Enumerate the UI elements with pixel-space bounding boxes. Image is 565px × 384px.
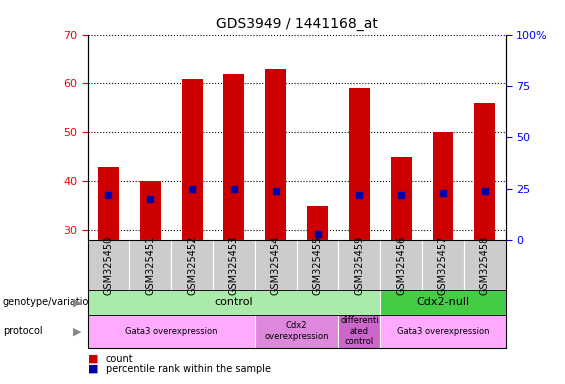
Text: GSM325457: GSM325457 [438, 235, 448, 295]
Text: protocol: protocol [3, 326, 42, 336]
Text: GSM325459: GSM325459 [354, 235, 364, 295]
Bar [224, 74, 244, 240]
Text: GSM325454: GSM325454 [271, 235, 281, 295]
Text: Cdx2-null: Cdx2-null [416, 297, 470, 308]
Bar [140, 181, 161, 240]
Text: control: control [215, 297, 253, 308]
Text: percentile rank within the sample: percentile rank within the sample [106, 364, 271, 374]
Text: GSM325456: GSM325456 [396, 235, 406, 295]
Text: ■: ■ [88, 354, 98, 364]
Text: GSM325455: GSM325455 [312, 235, 323, 295]
Text: Gata3 overexpression: Gata3 overexpression [397, 327, 489, 336]
Text: GSM325458: GSM325458 [480, 235, 490, 295]
Text: ▶: ▶ [73, 326, 82, 336]
Bar [307, 206, 328, 240]
Text: ▶: ▶ [73, 297, 82, 308]
Title: GDS3949 / 1441168_at: GDS3949 / 1441168_at [216, 17, 377, 31]
Text: genotype/variation: genotype/variation [3, 297, 95, 308]
Text: ■: ■ [88, 364, 98, 374]
Text: GSM325451: GSM325451 [145, 235, 155, 295]
Bar [349, 88, 370, 240]
Text: GSM325452: GSM325452 [187, 235, 197, 295]
Text: GSM325450: GSM325450 [103, 235, 114, 295]
Bar [391, 157, 412, 240]
Bar [266, 69, 286, 240]
Bar [182, 79, 202, 240]
Bar [433, 132, 453, 240]
Text: Gata3 overexpression: Gata3 overexpression [125, 327, 218, 336]
Bar [475, 103, 496, 240]
Text: differenti
ated
control: differenti ated control [340, 316, 379, 346]
Text: count: count [106, 354, 133, 364]
Bar [98, 167, 119, 240]
Text: Cdx2
overexpression: Cdx2 overexpression [264, 321, 329, 341]
Text: GSM325453: GSM325453 [229, 235, 239, 295]
